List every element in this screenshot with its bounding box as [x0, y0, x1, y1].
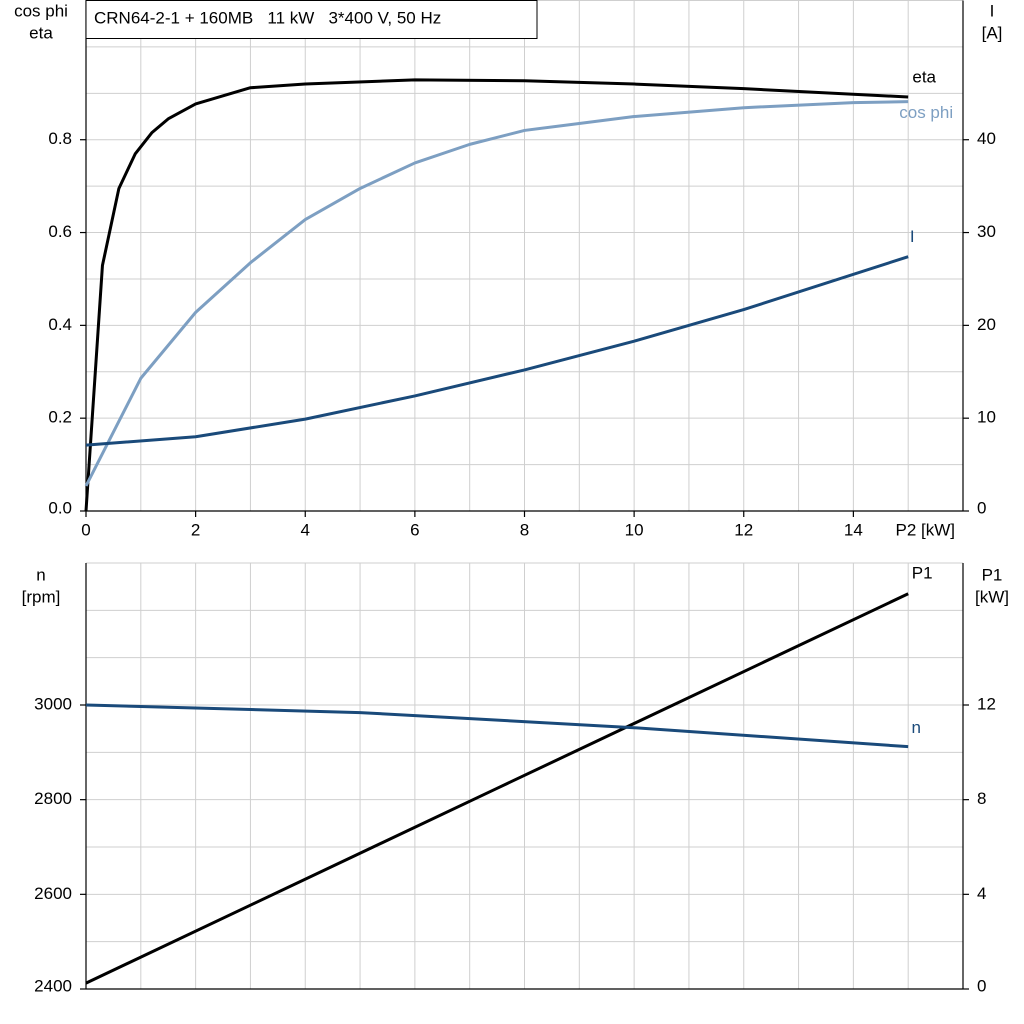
y-axis-label: cos phi [14, 1, 68, 20]
y-axis-label: eta [29, 23, 53, 42]
y-tick-label: 2800 [34, 789, 72, 808]
y2-axis-label: P1 [982, 565, 1003, 584]
y-tick-label: 0.4 [48, 315, 72, 334]
series-line [85, 703, 909, 749]
series-label: n [911, 718, 920, 737]
x-tick-label: 2 [191, 520, 200, 539]
y2-tick-label: 0 [977, 498, 986, 517]
series-label: eta [912, 68, 936, 87]
x-tick-label: 0 [81, 520, 90, 539]
series-line [84, 78, 909, 512]
y2-tick-label: 8 [977, 789, 986, 808]
x-tick-label: 14 [844, 520, 863, 539]
series-label: I [910, 227, 915, 246]
y2-axis-label: [A] [982, 23, 1003, 42]
x-tick-label: 12 [734, 520, 753, 539]
y2-tick-label: 0 [977, 976, 986, 995]
x-tick-label: 6 [410, 520, 419, 539]
series-label: P1 [912, 563, 933, 582]
y2-tick-label: 12 [977, 694, 996, 713]
y2-axis-label: I [990, 1, 995, 20]
chart-title: CRN64-2-1 + 160MB 11 kW 3*400 V, 50 Hz [94, 8, 441, 27]
y-tick-label: 0.2 [48, 408, 72, 427]
x-tick-label: 8 [520, 520, 529, 539]
x-tick-label: 4 [301, 520, 310, 539]
y-tick-label: 2600 [34, 884, 72, 903]
y-tick-label: 0.8 [48, 129, 72, 148]
series-line [85, 255, 909, 447]
series-line [84, 100, 909, 487]
x-tick-label: 10 [625, 520, 644, 539]
series-line [85, 592, 909, 985]
y2-tick-label: 10 [977, 408, 996, 427]
y-tick-label: 3000 [34, 694, 72, 713]
y2-tick-label: 20 [977, 315, 996, 334]
y-tick-label: 0.0 [48, 498, 72, 517]
series-label: cos phi [899, 103, 953, 122]
y2-tick-label: 40 [977, 129, 996, 148]
y-axis-label: [rpm] [22, 587, 61, 606]
y2-axis-label: [kW] [975, 587, 1009, 606]
y-axis-label: n [36, 565, 45, 584]
y-tick-label: 0.6 [48, 222, 72, 241]
y-tick-label: 2400 [34, 976, 72, 995]
x-axis-label: P2 [kW] [895, 520, 955, 539]
y2-tick-label: 4 [977, 884, 986, 903]
title-box [85, 0, 538, 39]
y2-tick-label: 30 [977, 222, 996, 241]
